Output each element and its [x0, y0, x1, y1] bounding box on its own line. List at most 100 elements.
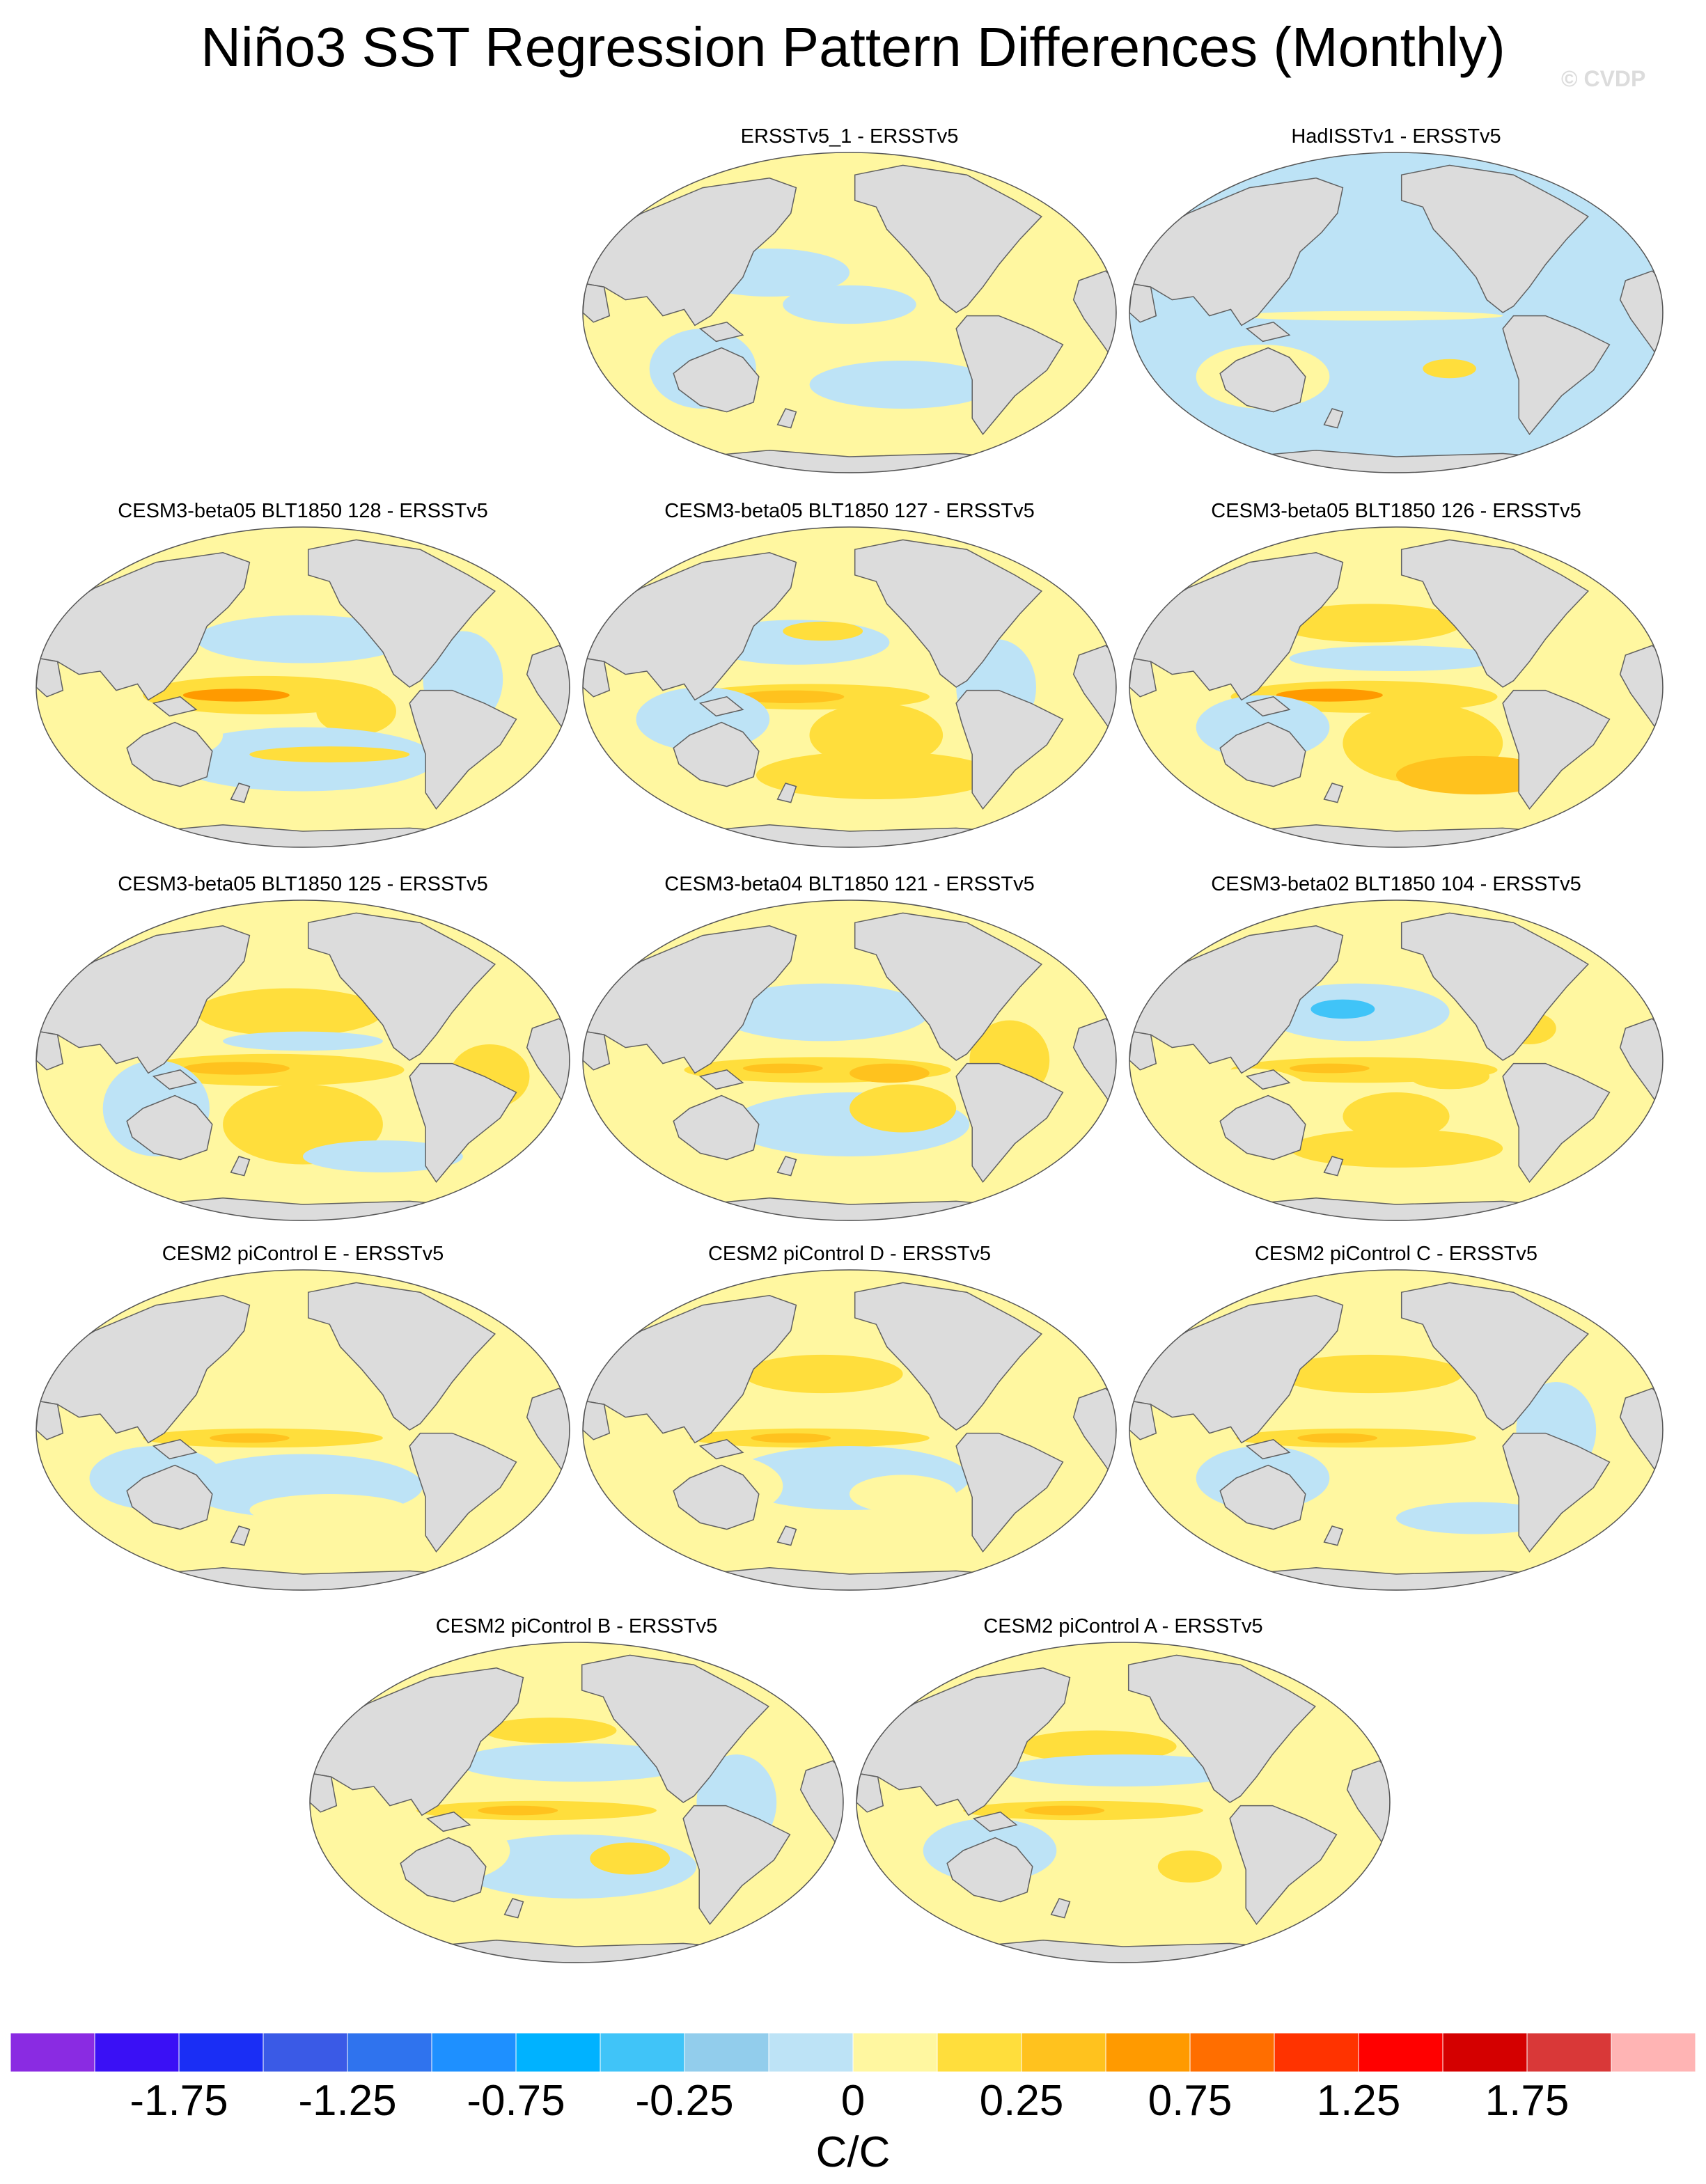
landmass-samerica [1502, 1062, 1611, 1184]
landmass-namerica [1400, 164, 1589, 313]
anomaly-region [1289, 1129, 1503, 1168]
anomaly-region [1396, 1502, 1556, 1534]
landmass-asia [585, 552, 797, 701]
robinson-map [36, 1269, 570, 1591]
map-panel: CESM3-beta02 BLT1850 104 - ERSSTv5 [1125, 872, 1668, 1227]
map-panel: HadISSTv1 - ERSSTv5 [1125, 124, 1668, 479]
map-border [582, 1269, 1117, 1591]
landmass-asia [1132, 925, 1344, 1074]
anomaly-region [783, 285, 916, 324]
anomaly-region [1303, 329, 1543, 393]
landmass-nz [230, 1156, 251, 1177]
anomaly-region [783, 621, 863, 641]
anomaly-region [1423, 359, 1476, 379]
anomaly-region [590, 1842, 670, 1875]
landmass-nz [1323, 783, 1344, 803]
anomaly-region [1276, 604, 1463, 643]
anomaly-region [1003, 1835, 1244, 1899]
colorbar-swatch [1358, 2033, 1443, 2072]
robinson-map [36, 526, 570, 848]
colorbar-tick-label: -0.75 [467, 2077, 565, 2125]
landmass-maritime [152, 1069, 198, 1090]
landmass-australia [1219, 1464, 1306, 1530]
colorbar-swatch [684, 2033, 769, 2072]
landmass-samerica [682, 1805, 791, 1926]
robinson-map [582, 899, 1117, 1221]
anomaly-region [850, 1084, 957, 1133]
anomaly-region [756, 751, 996, 799]
landmass-nz [1050, 1898, 1071, 1919]
map-panel: CESM3-beta05 BLT1850 128 - ERSSTv5 [31, 498, 574, 854]
robinson-map [582, 526, 1117, 848]
anomaly-region [249, 746, 410, 763]
map-border [582, 899, 1117, 1221]
landmass-asia [38, 925, 251, 1074]
landmass-australia [126, 1094, 213, 1161]
anomaly-region [316, 687, 396, 735]
colorbar-tick-label: 0.75 [1148, 2077, 1232, 2125]
colorbar-tick-label: 1.75 [1485, 2077, 1570, 2125]
map-border [36, 526, 570, 848]
landmass-maritime [698, 696, 744, 717]
robinson-map [1129, 1269, 1664, 1591]
anomaly-region [196, 615, 410, 663]
landmass-samerica [955, 1062, 1064, 1184]
landmass-asia [859, 1667, 1071, 1816]
map-panel: CESM2 piControl A - ERSSTv5 [852, 1614, 1395, 1969]
panel-title: HadISSTv1 - ERSSTv5 [1291, 125, 1501, 148]
map-panel: CESM3-beta04 BLT1850 121 - ERSSTv5 [578, 872, 1121, 1227]
robinson-map [36, 899, 570, 1221]
map-border [36, 1269, 570, 1591]
anomaly-region [182, 1062, 290, 1075]
landmass-maritime [152, 696, 198, 717]
landmass-samerica [1502, 315, 1611, 436]
panel-title: CESM3-beta02 BLT1850 104 - ERSSTv5 [1211, 873, 1581, 895]
landmass-samerica [409, 689, 517, 810]
anomaly-region [1310, 999, 1375, 1019]
map-border [1129, 899, 1664, 1221]
anomaly-region [478, 1805, 558, 1816]
landmass-maritime [152, 1438, 198, 1460]
anomaly-region [1157, 1851, 1222, 1883]
anomaly-region [751, 1433, 831, 1443]
anomaly-region [182, 1358, 370, 1406]
panel-title: CESM2 piControl D - ERSSTv5 [707, 1243, 992, 1265]
panel-title: CESM3-beta04 BLT1850 121 - ERSSTv5 [664, 873, 1035, 895]
anomaly-region [737, 690, 845, 703]
landmass-australia [673, 1464, 760, 1530]
colorbar-tick-label: -1.75 [130, 2077, 228, 2125]
landmass-namerica [1127, 1654, 1316, 1803]
anomaly-region [742, 1354, 903, 1394]
colorbar-swatch [94, 2033, 180, 2072]
map-border [582, 526, 1117, 848]
colorbar-swatch [937, 2033, 1022, 2072]
map-panel: CESM2 piControl E - ERSSTv5 [31, 1241, 574, 1596]
colorbar-swatch [347, 2033, 432, 2072]
robinson-map [1129, 526, 1664, 848]
anomaly-region [1276, 689, 1383, 702]
anomaly-region [483, 1718, 617, 1743]
robinson-map [1129, 899, 1664, 1221]
anomaly-region [1236, 311, 1503, 321]
panel-title: CESM2 piControl C - ERSSTv5 [1254, 1243, 1538, 1265]
landmass-namerica [854, 539, 1042, 688]
anomaly-region [223, 1031, 383, 1051]
landmass-namerica [307, 912, 496, 1061]
landmass-asia [585, 925, 797, 1074]
landmass-asia [312, 1667, 524, 1816]
map-panel: CESM2 piControl B - ERSSTv5 [305, 1614, 848, 1969]
landmass-samerica [409, 1062, 517, 1184]
panel-title: CESM3-beta05 BLT1850 128 - ERSSTv5 [118, 500, 488, 522]
landmass-maritime [972, 1811, 1018, 1832]
panel-title: CESM2 piControl B - ERSSTv5 [435, 1615, 718, 1637]
panel-title: CESM2 piControl A - ERSSTv5 [983, 1615, 1263, 1637]
map-border [309, 1642, 844, 1963]
landmass-samerica [1502, 1432, 1611, 1553]
landmass-namerica [1400, 539, 1589, 688]
page-title: Niño3 SST Regression Pattern Differences… [201, 16, 1505, 78]
landmass-australia [673, 1094, 760, 1161]
anomaly-region [1003, 1754, 1244, 1786]
landmass-maritime [1245, 1069, 1291, 1090]
panel-title: CESM2 piControl E - ERSSTv5 [162, 1243, 444, 1265]
landmass-samerica [955, 315, 1064, 436]
